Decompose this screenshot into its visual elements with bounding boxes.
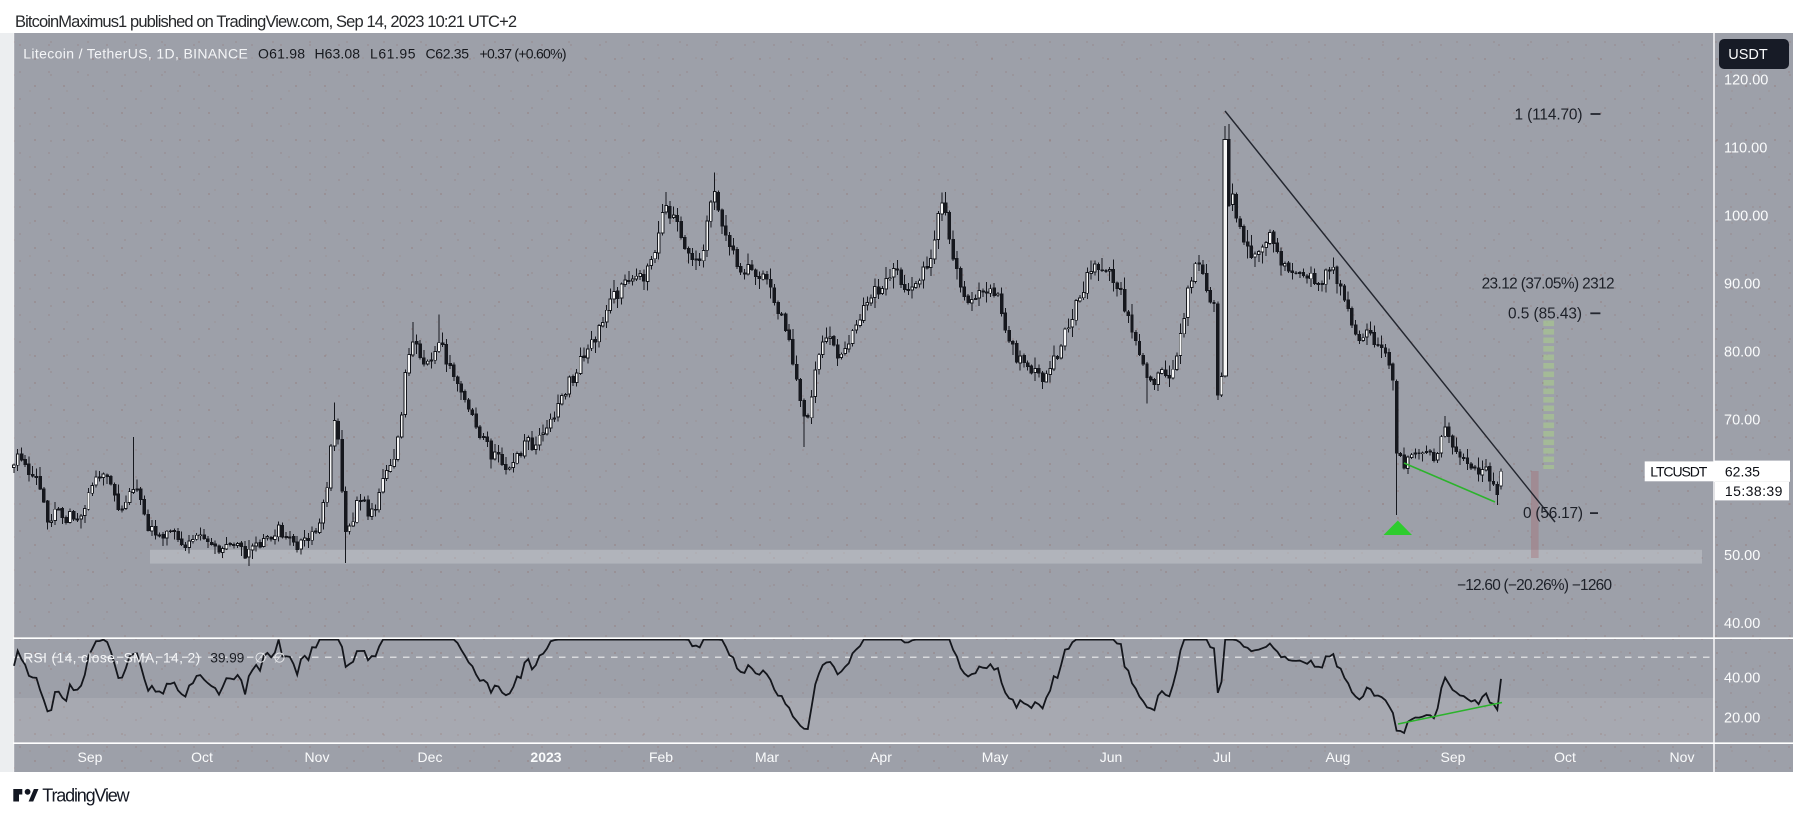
svg-text:∅: ∅ (273, 650, 285, 665)
svg-text:Aug: Aug (1326, 749, 1351, 765)
svg-text:Litecoin / TetherUS, 1D, BINAN: Litecoin / TetherUS, 1D, BINANCE (23, 46, 248, 62)
svg-text:2023: 2023 (530, 749, 561, 765)
svg-text:90.00: 90.00 (1724, 276, 1760, 292)
svg-text:40.00: 40.00 (1724, 616, 1760, 632)
svg-text:O61.98: O61.98 (258, 46, 305, 62)
svg-text:120.00: 120.00 (1724, 73, 1768, 89)
svg-text:Oct: Oct (191, 749, 213, 765)
svg-text:0 (56.17): 0 (56.17) (1523, 505, 1583, 522)
svg-text:Sep: Sep (78, 749, 103, 765)
svg-text:Mar: Mar (755, 749, 779, 765)
svg-text:May: May (982, 749, 1008, 765)
svg-text:+0.37 (+0.60%): +0.37 (+0.60%) (480, 46, 567, 62)
svg-text:−12.60 (−20.26%) −1260: −12.60 (−20.26%) −1260 (1457, 577, 1612, 594)
svg-text:LTCUSDT: LTCUSDT (1650, 464, 1707, 480)
svg-text:62.35: 62.35 (1725, 464, 1760, 480)
svg-text:Jul: Jul (1213, 749, 1231, 765)
svg-text:70.00: 70.00 (1724, 412, 1760, 428)
svg-text:20.00: 20.00 (1724, 710, 1760, 726)
svg-text:0.5 (85.43): 0.5 (85.43) (1508, 305, 1582, 322)
svg-text:Apr: Apr (870, 749, 892, 765)
svg-text:80.00: 80.00 (1724, 344, 1760, 360)
svg-text:40.00: 40.00 (1724, 670, 1760, 686)
svg-text:H63.08: H63.08 (315, 46, 361, 62)
svg-text:USDT: USDT (1728, 47, 1768, 63)
svg-text:Nov: Nov (1670, 749, 1695, 765)
svg-text:TradingView: TradingView (42, 786, 130, 806)
svg-text:BitcoinMaximus1 published on T: BitcoinMaximus1 published on TradingView… (15, 13, 517, 31)
svg-text:Jun: Jun (1100, 749, 1123, 765)
svg-text:Dec: Dec (418, 749, 443, 765)
svg-text:50.00: 50.00 (1724, 548, 1760, 564)
svg-text:∅: ∅ (255, 650, 267, 665)
svg-text:Feb: Feb (649, 749, 673, 765)
svg-text:Sep: Sep (1441, 749, 1466, 765)
svg-text:Oct: Oct (1554, 749, 1576, 765)
svg-text:110.00: 110.00 (1724, 141, 1767, 157)
svg-text:23.12 (37.05%) 2312: 23.12 (37.05%) 2312 (1482, 275, 1615, 292)
svg-text:39.99: 39.99 (210, 650, 244, 665)
svg-text:Nov: Nov (305, 749, 330, 765)
svg-text:100.00: 100.00 (1724, 209, 1768, 225)
svg-text:1 (114.70): 1 (114.70) (1515, 106, 1583, 123)
svg-text:C62.35: C62.35 (426, 46, 470, 62)
svg-text:15:38:39: 15:38:39 (1725, 483, 1783, 499)
svg-text:L61.95: L61.95 (370, 46, 416, 62)
svg-text:RSI (14, close, SMA, 14, 2): RSI (14, close, SMA, 14, 2) (23, 650, 200, 665)
